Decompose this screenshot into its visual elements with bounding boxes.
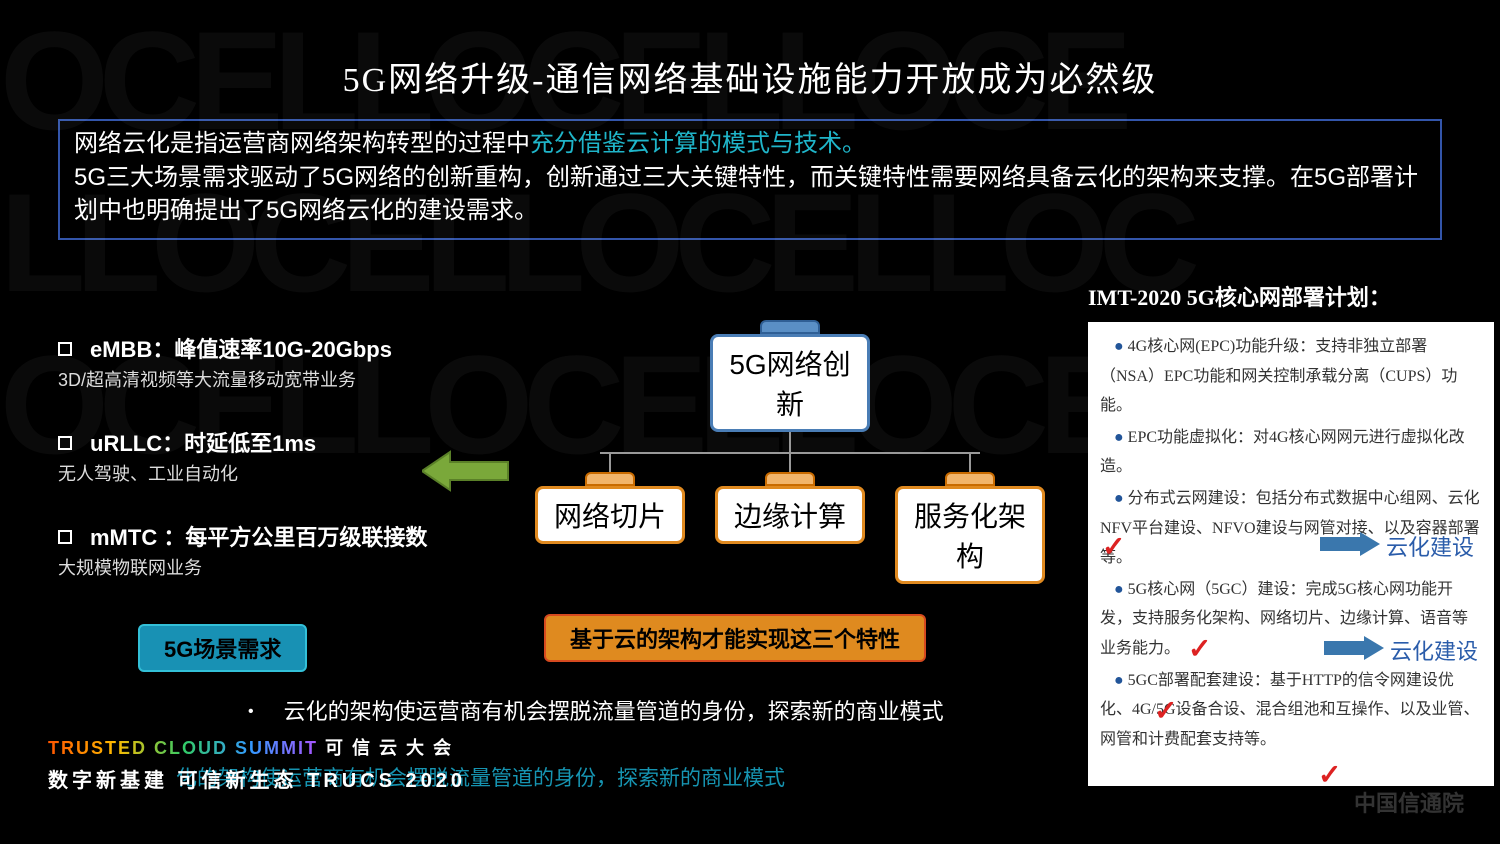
connector	[600, 452, 980, 454]
badge-scenarios: 5G场景需求	[138, 624, 307, 672]
bullet-icon	[58, 342, 72, 356]
scenario-title: mMTC ：每平方公里百万级联接数	[90, 525, 427, 550]
tick-icon: ✓	[1102, 522, 1125, 574]
badge-cloud-arch: 基于云的架构才能实现这三个特性	[544, 614, 926, 662]
footer-brand: TRUSTED CLOUD SUMMIT 可 信 云 大 会 数字新基建 可信新…	[48, 734, 466, 793]
diagram-child-1: 网络切片	[535, 454, 685, 584]
scenario-title: uRLLC：时延低至1ms	[90, 431, 316, 456]
cloud-tag: 云化建设	[1386, 528, 1474, 569]
diagram-top-node: 5G网络创新	[710, 334, 870, 432]
scenario-title: eMBB：峰值速率10G-20Gbps	[90, 337, 392, 362]
diagram-child-2: 边缘计算	[715, 454, 865, 584]
right-column: IMT-2020 5G核心网部署计划： ●4G核心网(EPC)功能升级：支持非独…	[1088, 280, 1494, 786]
bullet-icon	[58, 436, 72, 450]
tick-icon: ✓	[1188, 624, 1211, 676]
arrow-right-icon	[1324, 636, 1384, 660]
right-title: IMT-2020 5G核心网部署计划：	[1088, 280, 1494, 312]
bullet-icon	[58, 530, 72, 544]
scenario-sub: 无人驾驶、工业自动化	[58, 460, 478, 486]
arrow-left-icon	[422, 448, 512, 494]
footer-l1b: 可 信 云 大 会	[325, 738, 453, 758]
right-item: 4G核心网(EPC)功能升级：支持非独立部署（NSA）EPC功能和网关控制承载分…	[1100, 338, 1457, 414]
scenario-sub: 大规模物联网业务	[58, 554, 478, 580]
diagram-5g-innovation: 5G网络创新 网络切片 边缘计算 服务化架构	[510, 320, 1070, 584]
scenarios-column: eMBB：峰值速率10G-20Gbps 3D/超高清视频等大流量移动宽带业务 u…	[58, 332, 478, 672]
scenario-urllc: uRLLC：时延低至1ms 无人驾驶、工业自动化	[58, 426, 478, 486]
top-node-tab	[760, 320, 820, 334]
scenario-mmtc: mMTC ：每平方公里百万级联接数 大规模物联网业务	[58, 520, 478, 580]
scenario-sub: 3D/超高清视频等大流量移动宽带业务	[58, 366, 478, 392]
summary-text: 云化的架构使运营商有机会摆脱流量管道的身份，探索新的商业模式	[284, 699, 944, 724]
description-box: 网络云化是指运营商网络架构转型的过程中充分借鉴云计算的模式与技术。 5G三大场景…	[58, 119, 1442, 240]
footer-l2: 数字新基建 可信新生态 TRUCS 2020	[48, 764, 466, 793]
scenario-embb: eMBB：峰值速率10G-20Gbps 3D/超高清视频等大流量移动宽带业务	[58, 332, 478, 392]
arrow-right-icon	[1320, 532, 1380, 556]
diagram-node: 服务化架构	[895, 486, 1045, 584]
slide-title: 5G网络升级-通信网络基础设施能力开放成为必然级	[0, 0, 1500, 101]
right-deployment-box: ●4G核心网(EPC)功能升级：支持非独立部署（NSA）EPC功能和网关控制承载…	[1088, 322, 1494, 786]
cloud-tag: 云化建设	[1390, 632, 1478, 673]
tick-icon: ✓	[1154, 686, 1177, 738]
diagram-child-3: 服务化架构	[895, 454, 1045, 584]
connector	[789, 432, 791, 452]
footer-l1a: TRUSTED CLOUD SUMMIT	[48, 738, 318, 758]
diagram-node: 网络切片	[535, 486, 685, 544]
desc-line1b: 充分借鉴云计算的模式与技术。	[530, 130, 866, 157]
desc-line2: 5G三大场景需求驱动了5G网络的创新重构，创新通过三大关键特性，而关键特性需要网…	[74, 164, 1418, 225]
right-item: EPC功能虚拟化：对4G核心网网元进行虚拟化改造。	[1100, 429, 1465, 476]
org-logo: 中国信通院	[1354, 786, 1464, 818]
desc-line1a: 网络云化是指运营商网络架构转型的过程中	[74, 130, 530, 157]
diagram-node: 边缘计算	[715, 486, 865, 544]
bullet-icon: •	[248, 703, 254, 720]
summary-line-1: • 云化的架构使运营商有机会摆脱流量管道的身份，探索新的商业模式	[248, 694, 944, 726]
tick-icon: ✓	[1318, 750, 1341, 802]
